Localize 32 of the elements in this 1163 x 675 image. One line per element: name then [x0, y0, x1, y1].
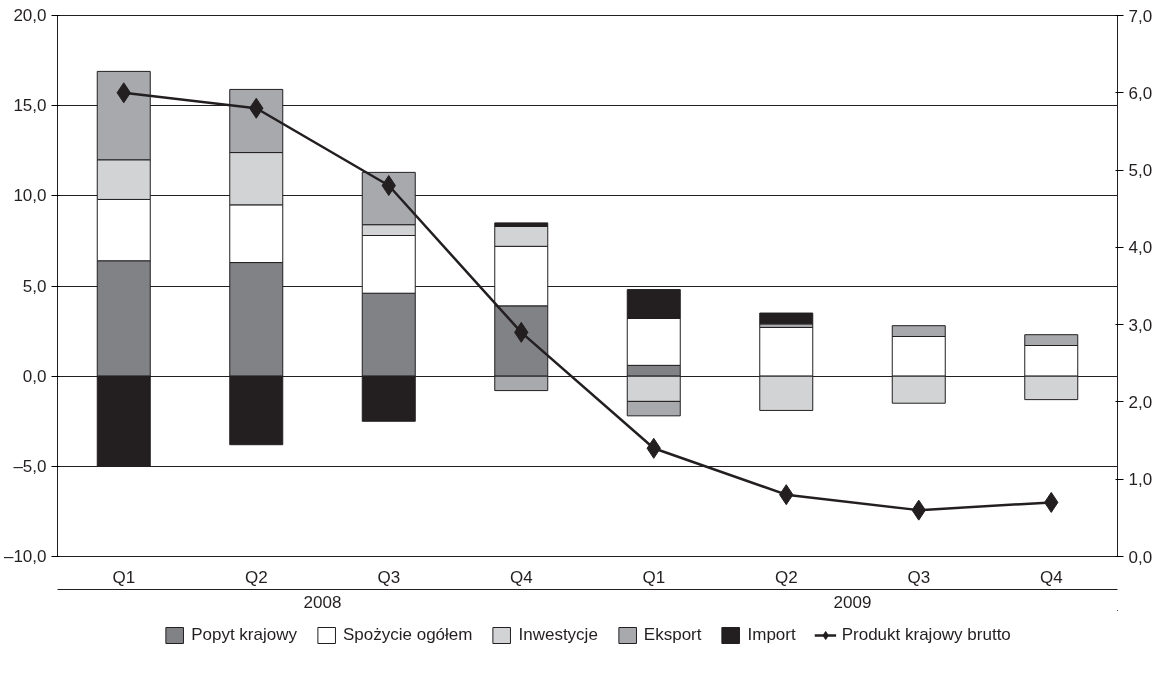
legend-label: Import	[747, 625, 796, 645]
legend-label: Produkt krajowy brutto	[841, 625, 1011, 645]
x-tick-label: Q2	[244, 567, 268, 587]
x-tick-label: Q1	[642, 567, 666, 587]
y2-tick-label: 2,0	[1128, 392, 1153, 412]
x-tick-label: Q3	[907, 567, 931, 587]
legend-label: Spożycie ogółem	[343, 625, 473, 645]
y-tick-label: 10,0	[13, 186, 47, 206]
y2-tick-label: 4,0	[1128, 238, 1153, 258]
legend-label: Inwestycje	[518, 625, 598, 645]
y2-tick-label: 1,0	[1128, 470, 1153, 490]
y2-tick-label: 7,0	[1128, 6, 1153, 26]
y-tick-label: –10,0	[3, 547, 47, 566]
text: 2008	[303, 592, 342, 612]
x-tick-label: Q4	[1039, 567, 1063, 587]
legend-label: Eksport	[643, 625, 702, 645]
y-tick-label: –5,0	[13, 456, 47, 476]
y2-tick-label: 5,0	[1128, 161, 1153, 181]
x-tick-label: Q1	[112, 567, 136, 587]
y-tick-label: 0,0	[22, 366, 47, 386]
x-tick-label: Q4	[509, 567, 533, 587]
text: 2009	[833, 592, 872, 612]
y-tick-label: 20,0	[13, 6, 47, 25]
legend-label: Popyt krajowy	[191, 625, 298, 645]
bar	[759, 312, 814, 325]
x-tick-label: Q3	[377, 567, 401, 587]
y2-tick-label: 3,0	[1128, 315, 1153, 335]
y2-tick-label: 6,0	[1128, 83, 1153, 103]
y2-tick-label: 0,0	[1128, 547, 1153, 567]
y-tick-label: 15,0	[13, 96, 47, 116]
x-tick-label: Q2	[774, 567, 798, 587]
y-tick-label: 5,0	[22, 276, 47, 296]
